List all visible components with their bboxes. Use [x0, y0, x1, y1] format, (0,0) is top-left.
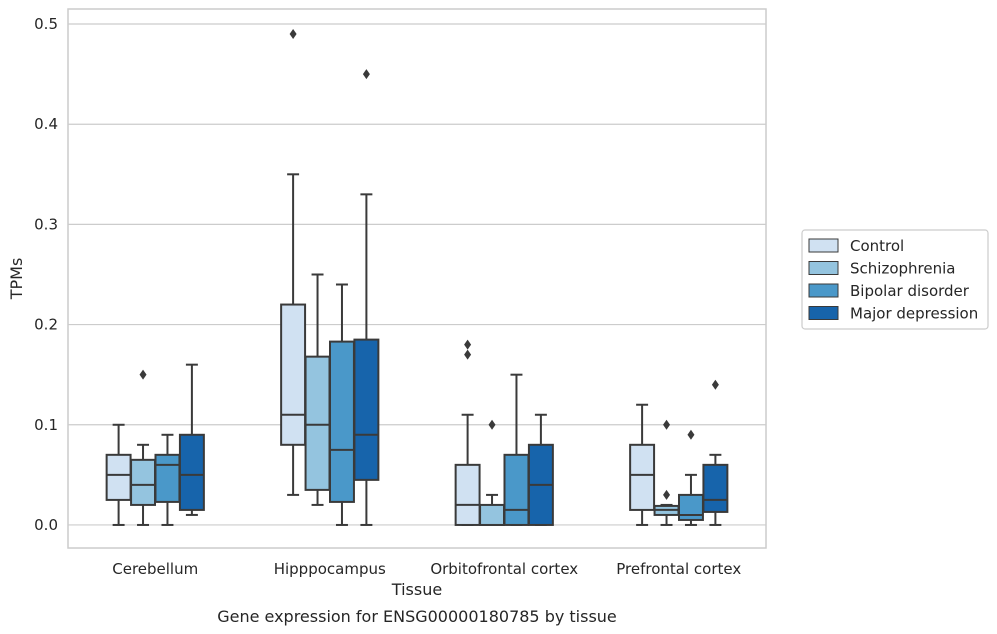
box-plot [353, 69, 380, 526]
legend-label: Major depression [850, 305, 978, 323]
box-plot [677, 429, 704, 526]
box-iqr [702, 463, 729, 513]
box-plot [154, 433, 181, 526]
box-iqr [130, 458, 157, 506]
x-tick-label: Prefrontal cortex [616, 560, 741, 578]
box-iqr [677, 493, 704, 521]
box-plot [328, 283, 355, 526]
box-iqr [304, 355, 331, 491]
y-tick-label: 0.4 [34, 115, 58, 133]
x-tick-label: Orbitofrontal cortex [430, 560, 578, 578]
box-iqr [479, 503, 506, 526]
box-plot [653, 419, 680, 526]
box-iqr [178, 433, 205, 511]
box-iqr [280, 303, 307, 446]
box-plot [304, 273, 331, 506]
legend-label: Control [850, 237, 904, 255]
legend-item: Control [808, 237, 904, 255]
box-plot [280, 29, 307, 496]
legend-swatch [808, 306, 839, 320]
outlier-point [362, 69, 370, 80]
legend-item: Major depression [808, 305, 978, 323]
outlier-point [687, 429, 695, 440]
box-plot [527, 413, 554, 526]
y-tick-label: 0.2 [34, 316, 58, 334]
y-tick-label: 0.5 [34, 15, 58, 33]
y-axis-ticks: 0.0 0.1 0.2 0.3 0.4 0.5 [34, 15, 58, 534]
x-axis-ticks: Cerebellum Hipppocampus Orbitofrontal cort… [112, 560, 741, 578]
box-iqr [629, 443, 656, 511]
outlier-point [488, 419, 496, 430]
x-axis-label: Tissue [391, 580, 442, 599]
x-tick-label: Cerebellum [112, 560, 198, 578]
grid-lines [68, 23, 766, 526]
y-tick-label: 0.3 [34, 215, 58, 233]
outlier-point [464, 339, 472, 350]
box-iqr [503, 453, 530, 526]
box-plot [130, 369, 157, 526]
box-series [105, 29, 729, 526]
legend-swatch [808, 261, 839, 275]
box-plot [178, 363, 205, 516]
y-tick-label: 0.1 [34, 416, 58, 434]
x-tick-label: Hipppocampus [274, 560, 386, 578]
box-plot [479, 419, 506, 526]
box-iqr [353, 338, 380, 481]
chart-caption: Gene expression for ENSG00000180785 by t… [217, 607, 617, 626]
series-group [105, 29, 656, 526]
box-iqr [105, 453, 132, 501]
plot-frame [67, 8, 767, 549]
box-plot [629, 403, 656, 526]
legend: Control Schizophrenia Bipolar disorder Majo… [801, 229, 989, 330]
y-tick-label: 0.0 [34, 516, 58, 534]
outlier-point [663, 419, 671, 430]
legend-swatch [808, 238, 839, 253]
legend-item: Schizophrenia [808, 260, 955, 278]
legend-swatch [808, 283, 839, 298]
series-group [178, 69, 729, 526]
outlier-point [139, 369, 147, 380]
outlier-point [289, 29, 297, 40]
box-plot [503, 373, 530, 526]
y-axis-label: TPMs [7, 258, 26, 301]
legend-label: Bipolar disorder [850, 282, 970, 300]
outlier-point [663, 489, 671, 500]
box-iqr [328, 340, 355, 503]
series-group [154, 283, 704, 526]
legend-item: Bipolar disorder [808, 282, 970, 300]
box-plot [454, 339, 481, 526]
box-plot [702, 379, 729, 526]
box-iqr [154, 453, 181, 503]
legend-frame [801, 229, 989, 330]
box-iqr [454, 463, 481, 526]
series-group [130, 273, 680, 526]
box-plot [105, 423, 132, 526]
legend-label: Schizophrenia [850, 260, 955, 278]
outlier-point [711, 379, 719, 390]
outlier-point [464, 349, 472, 360]
